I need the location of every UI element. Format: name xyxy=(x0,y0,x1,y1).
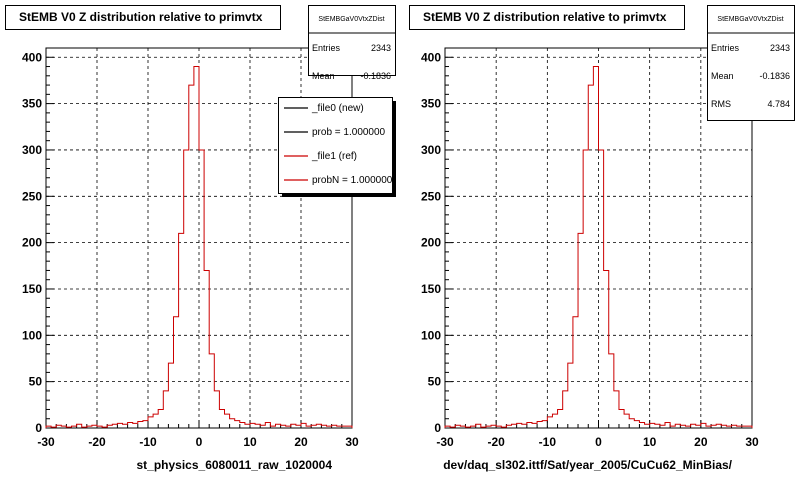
x-tick-label: -30 xyxy=(436,435,454,449)
x-tick-label: -30 xyxy=(37,435,55,449)
y-tick-label: 0 xyxy=(434,421,441,435)
stats-value: -0.1836 xyxy=(759,71,790,81)
chart-title: StEMB V0 Z distribution relative to prim… xyxy=(423,10,667,24)
stats-label: RMS xyxy=(711,99,731,109)
x-tick-label: 30 xyxy=(745,435,759,449)
x-tick-label: 20 xyxy=(294,435,308,449)
stats-name: StEMBGaV0VtxZDist xyxy=(717,16,783,23)
stats-box xyxy=(707,5,795,121)
x-tick-label: 10 xyxy=(643,435,657,449)
title-box xyxy=(5,5,281,30)
y-tick-label: 150 xyxy=(22,282,42,296)
y-tick-label: 50 xyxy=(29,375,43,389)
y-tick-label: 50 xyxy=(428,375,442,389)
stats-label: Entries xyxy=(711,43,740,53)
x-tick-label: 0 xyxy=(595,435,602,449)
stats-label: Mean xyxy=(711,71,734,81)
x-tick-label: -20 xyxy=(88,435,106,449)
y-tick-label: 250 xyxy=(22,189,42,203)
legend-entry: _file0 (new) xyxy=(311,103,364,114)
y-tick-label: 200 xyxy=(421,236,441,250)
y-tick-label: 300 xyxy=(421,143,441,157)
x-tick-label: 30 xyxy=(345,435,359,449)
x-tick-label: 0 xyxy=(196,435,203,449)
legend-box xyxy=(278,97,393,194)
y-tick-label: 400 xyxy=(22,50,42,64)
legend-entry: _file1 (ref) xyxy=(311,151,357,162)
x-axis-label: dev/daq_sl302.ittf/Sat/year_2005/CuCu62_… xyxy=(443,458,732,472)
stats-label: Entries xyxy=(312,43,341,53)
histogram-series xyxy=(45,66,353,428)
y-tick-label: 100 xyxy=(22,328,42,342)
y-tick-label: 0 xyxy=(35,421,42,435)
x-tick-label: -10 xyxy=(539,435,557,449)
stats-value: 2343 xyxy=(371,43,391,53)
histogram-series xyxy=(444,66,753,428)
x-tick-label: -20 xyxy=(487,435,505,449)
y-tick-label: 100 xyxy=(421,328,441,342)
x-tick-label: 10 xyxy=(243,435,257,449)
stats-name: StEMBGaV0VtxZDist xyxy=(318,16,384,23)
stats-value: 4.784 xyxy=(767,99,790,109)
stats-value: -0.1836 xyxy=(360,71,391,81)
y-tick-label: 400 xyxy=(421,50,441,64)
histogram-panel-1: -30 -20 -10 0 10 20 30050100150200250300350400… xyxy=(5,5,396,472)
stats-box xyxy=(308,5,396,76)
histogram-panel-2: -30 -20 -10 0 10 20 30050100150200250300350400… xyxy=(409,5,795,472)
y-tick-label: 200 xyxy=(22,236,42,250)
x-tick-label: -10 xyxy=(139,435,157,449)
legend-entry: prob = 1.000000 xyxy=(312,127,386,138)
title-box xyxy=(409,5,685,30)
y-tick-label: 250 xyxy=(421,189,441,203)
x-tick-label: 20 xyxy=(694,435,708,449)
y-tick-label: 350 xyxy=(22,97,42,111)
stats-value: 2343 xyxy=(770,43,790,53)
y-tick-label: 350 xyxy=(421,97,441,111)
legend-entry: probN = 1.000000 xyxy=(312,175,393,186)
x-axis-label: st_physics_6080011_raw_1020004 xyxy=(136,458,332,472)
stats-label: Mean xyxy=(312,71,335,81)
y-tick-label: 300 xyxy=(22,143,42,157)
y-tick-label: 150 xyxy=(421,282,441,296)
chart-title: StEMB V0 Z distribution relative to prim… xyxy=(19,10,263,24)
